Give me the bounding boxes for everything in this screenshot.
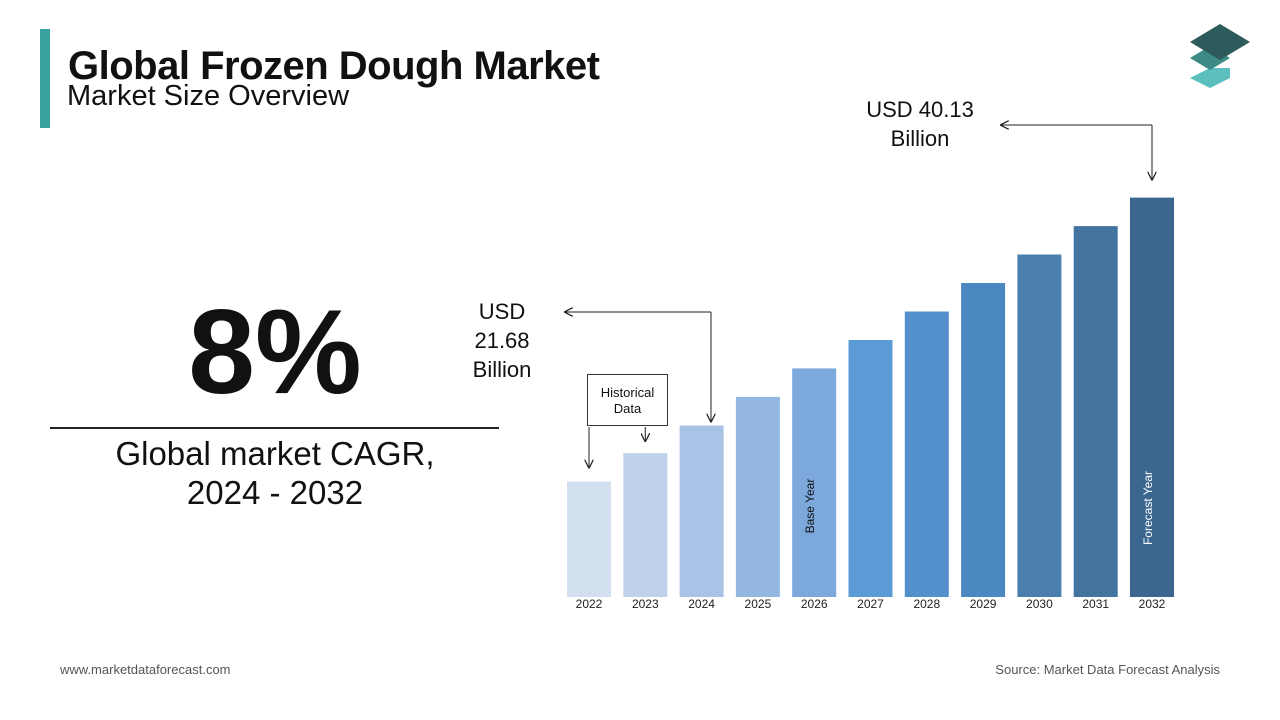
bar-2027	[848, 340, 893, 597]
forecast-year-label: Forecast Year	[1141, 471, 1155, 545]
cagr-value: 8%	[188, 285, 362, 419]
start-value-line3: Billion	[472, 357, 532, 382]
bar-2025	[735, 396, 780, 597]
bar-2030	[1017, 254, 1062, 597]
logo-layer-bottom	[1190, 68, 1230, 88]
start-value-annotation: USD 21.68 Billion	[452, 297, 552, 384]
bar-2031	[1073, 226, 1118, 597]
cagr-divider	[50, 427, 499, 429]
historical-line2: Data	[613, 401, 642, 416]
bar-2024	[679, 425, 724, 597]
bar-2029	[961, 283, 1006, 597]
start-value-line1: USD	[478, 299, 526, 324]
cagr-label: Global market CAGR, 2024 - 2032	[50, 434, 500, 512]
x-tick-2024: 2024	[688, 597, 715, 611]
x-tick-2025: 2025	[745, 597, 772, 611]
page-subtitle: Market Size Overview	[67, 80, 350, 112]
x-tick-2023: 2023	[632, 597, 659, 611]
x-tick-2026: 2026	[801, 597, 828, 611]
bar-2023	[623, 453, 668, 597]
bar-2026	[792, 368, 837, 597]
footer-website: www.marketdataforecast.com	[60, 662, 231, 677]
x-tick-labels: 2022 2023 2024 2025 2026 2027 2028 2029 2030 2031…	[576, 597, 1166, 611]
x-tick-2028: 2028	[913, 597, 940, 611]
page-title: Global Frozen Dough Market	[68, 44, 600, 88]
historical-line1: Historical	[600, 385, 655, 400]
logo-layer-top	[1190, 24, 1250, 60]
bar-2028	[904, 311, 949, 597]
end-value-line2: Billion	[890, 126, 950, 151]
x-tick-2022: 2022	[576, 597, 603, 611]
end-value-annotation: USD 40.13 Billion	[850, 95, 990, 153]
x-tick-2032: 2032	[1139, 597, 1166, 611]
base-year-label: Base Year	[803, 479, 817, 534]
x-tick-2030: 2030	[1026, 597, 1053, 611]
footer-source: Source: Market Data Forecast Analysis	[995, 662, 1220, 677]
historical-data-box: Historical Data	[587, 374, 668, 426]
x-tick-2029: 2029	[970, 597, 997, 611]
brand-logo-icon	[1190, 24, 1250, 88]
bar-2022	[567, 481, 611, 597]
cagr-label-line1: Global market CAGR,	[115, 435, 435, 472]
bar-2032	[1130, 197, 1174, 597]
title-accent-bar	[40, 29, 50, 128]
cagr-label-line2: 2024 - 2032	[186, 474, 364, 511]
x-tick-2031: 2031	[1082, 597, 1109, 611]
end-value-line1: USD 40.13	[866, 97, 974, 122]
x-tick-2027: 2027	[857, 597, 884, 611]
start-value-line2: 21.68	[474, 328, 530, 353]
